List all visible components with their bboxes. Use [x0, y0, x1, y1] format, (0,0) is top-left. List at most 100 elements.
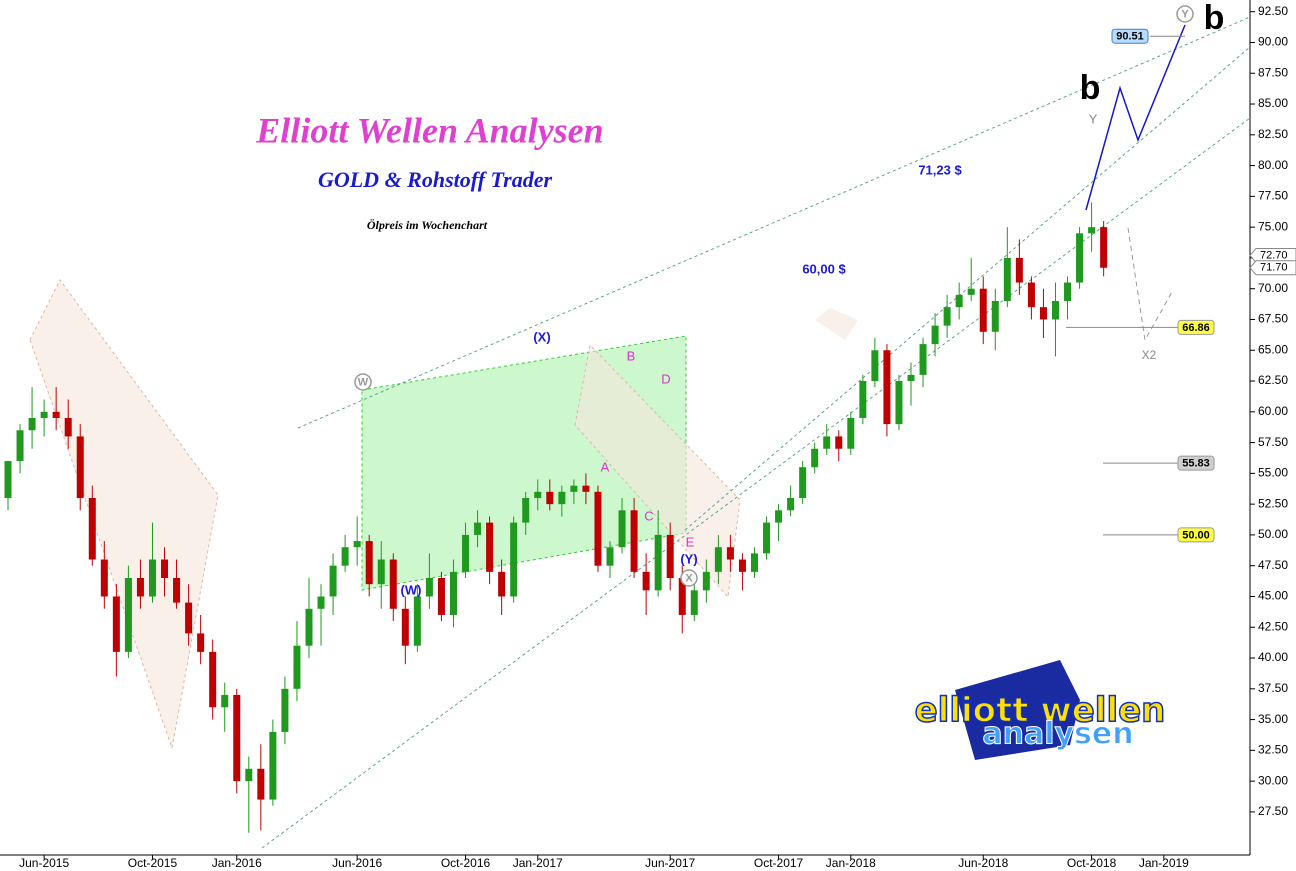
- logo: elliott wellen analysen: [914, 660, 1166, 760]
- candle-body: [136, 578, 144, 597]
- candle-body: [185, 602, 193, 634]
- y-tick-label: 45.00: [1258, 589, 1288, 603]
- candle-body: [474, 522, 482, 535]
- y-tick-label: 37.50: [1258, 681, 1288, 695]
- candle-body: [64, 417, 72, 437]
- wave-circle: [680, 569, 698, 587]
- candle-body: [76, 436, 84, 498]
- candle-body: [1051, 301, 1059, 320]
- wave-label: X2: [1142, 348, 1157, 362]
- channel: [574, 343, 741, 599]
- subtitle: GOLD & Rohstoff Trader: [318, 167, 553, 192]
- candle-body: [389, 559, 397, 609]
- candle-body: [943, 307, 951, 326]
- candle-body: [714, 547, 722, 572]
- candle-body: [907, 374, 915, 382]
- candle-body: [835, 436, 843, 449]
- x-tick-label: Jan-2018: [826, 856, 876, 870]
- candle-body: [967, 288, 975, 295]
- candle-body: [245, 768, 253, 782]
- candle-body: [1015, 257, 1023, 283]
- candle-body: [859, 381, 867, 418]
- candle-body: [594, 491, 602, 566]
- candle-body: [558, 491, 566, 505]
- candle-body: [197, 633, 205, 652]
- candle-body: [437, 578, 445, 615]
- wave-label: A: [601, 459, 610, 474]
- wave-circle: [1176, 5, 1194, 23]
- candle-body: [305, 608, 313, 646]
- logo-text: analysen: [982, 717, 1133, 752]
- candle-body: [690, 590, 698, 615]
- candle-body: [763, 522, 771, 554]
- candle-body: [570, 485, 578, 492]
- candle-body: [269, 731, 277, 800]
- y-tick-label: 67.50: [1258, 312, 1288, 326]
- level-box: [1177, 319, 1215, 335]
- y-tick-label: 90.00: [1258, 35, 1288, 49]
- y-tick-label: 70.00: [1258, 281, 1288, 295]
- y-tick-label: 47.50: [1258, 558, 1288, 572]
- candle-body: [787, 497, 795, 511]
- candle-body: [1003, 257, 1011, 302]
- chart-title: Elliott Wellen Analysen: [255, 110, 603, 150]
- candle-body: [449, 571, 457, 615]
- candle-body: [341, 547, 349, 566]
- candle-body: [161, 559, 169, 579]
- wave-label: C: [644, 508, 653, 523]
- candle-body: [1076, 233, 1084, 283]
- channel: [815, 308, 858, 340]
- candle-body: [88, 497, 96, 560]
- candle-body: [534, 491, 542, 498]
- candle-body: [16, 430, 24, 462]
- candle-body: [233, 694, 241, 782]
- candle-body: [919, 344, 927, 375]
- wave-label: W: [358, 376, 369, 388]
- x-tick-label: Oct-2016: [441, 856, 491, 870]
- wave-label: 60,00 $: [802, 261, 846, 276]
- candle-body: [377, 559, 385, 585]
- level-label: 90.51: [1116, 31, 1144, 43]
- candle-body: [702, 571, 710, 591]
- channel: [29, 279, 219, 750]
- x-tick-label: Jan-2017: [513, 856, 563, 870]
- candle-body: [52, 411, 60, 418]
- wave-label: b: [1204, 0, 1225, 37]
- candle-body: [401, 608, 409, 646]
- price-tag-label: 72.70: [1260, 249, 1288, 261]
- trendline: [297, 16, 1251, 429]
- candle-body: [173, 578, 181, 603]
- y-tick-label: 82.50: [1258, 127, 1288, 141]
- candle-body: [1100, 227, 1108, 268]
- wave-label: (W): [401, 582, 422, 597]
- level-box: [1177, 455, 1215, 471]
- candle-body: [871, 350, 879, 382]
- candle-body: [40, 411, 48, 418]
- candle-body: [148, 559, 156, 597]
- x-tick-label: Oct-2018: [1067, 856, 1117, 870]
- y-tick-label: 32.50: [1258, 743, 1288, 757]
- candle-body: [678, 578, 686, 615]
- y-tick-label: 85.00: [1258, 96, 1288, 110]
- candle-body: [1064, 282, 1072, 302]
- x-tick-label: Jan-2019: [1139, 856, 1189, 870]
- wave-label: D: [661, 371, 670, 386]
- y-tick-label: 42.50: [1258, 619, 1288, 633]
- x-tick-label: Jun-2017: [645, 856, 695, 870]
- wave-label: b: [1080, 69, 1101, 107]
- level-box: [1111, 28, 1149, 44]
- channels: [29, 16, 1251, 849]
- candle-body: [642, 571, 650, 591]
- candle-body: [799, 467, 807, 498]
- candle-body: [1027, 282, 1035, 308]
- candle-body: [1088, 227, 1096, 234]
- logo-flag: [955, 660, 1080, 760]
- wave-label: (X): [533, 329, 550, 344]
- candle-body: [209, 651, 217, 708]
- candle-body: [329, 565, 337, 597]
- y-tick-label: 57.50: [1258, 435, 1288, 449]
- candle-body: [606, 547, 614, 566]
- candle-body: [486, 522, 494, 572]
- candle-body: [353, 541, 361, 548]
- level-label: 66.86: [1182, 322, 1210, 334]
